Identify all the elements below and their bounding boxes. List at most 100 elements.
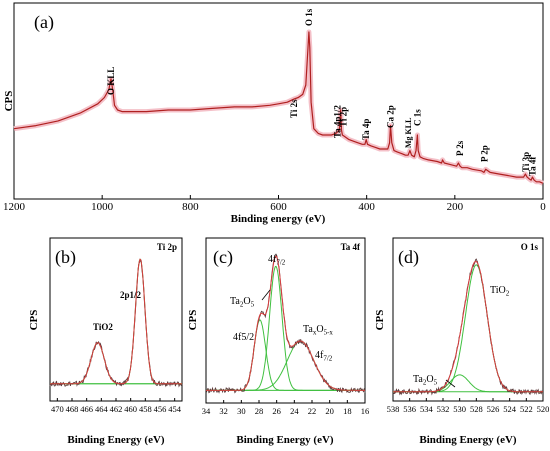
peak-label-a: P 2s xyxy=(455,140,465,156)
panel-label-d: (d) xyxy=(398,247,419,268)
fit-envelope xyxy=(206,255,365,391)
panel-title-d: O 1s xyxy=(521,242,539,252)
x-tick-label: 16 xyxy=(361,406,370,416)
x-tick-label: 520 xyxy=(537,404,550,414)
x-tick-label: 30 xyxy=(237,406,246,416)
x-tick-label: 460 xyxy=(124,404,137,414)
x-tick-label: 26 xyxy=(272,406,281,416)
label-tio2-d: TiO2 xyxy=(490,285,510,298)
x-tick-label: 534 xyxy=(420,404,434,414)
x-tick-label: 32 xyxy=(219,406,228,416)
fit-envelope xyxy=(50,258,182,385)
x-tick-label: 466 xyxy=(80,404,93,414)
panel-label-b: (b) xyxy=(55,247,76,268)
panel-title-c: Ta 4f xyxy=(341,242,361,252)
x-tick-label: 22 xyxy=(308,406,317,416)
peak-label-a: Ta 4f xyxy=(527,156,537,176)
ylabel-b: CPS xyxy=(28,310,40,331)
fit-component xyxy=(206,340,365,391)
x-tick-label: 468 xyxy=(66,404,79,414)
survey-noise-band xyxy=(13,29,544,186)
x-tick-label-a: 1200 xyxy=(3,201,26,213)
xlabel-d: Binding Energy (eV) xyxy=(419,434,517,446)
panel-d: (d) O 1s 538 536 534 532 530 528 526 524 522 520 … xyxy=(374,237,550,446)
fit-envelope xyxy=(393,260,543,393)
peak-label-a: Mg KLL xyxy=(404,118,413,148)
x-tick-label: 522 xyxy=(520,404,533,414)
x-ticks-d: 538 536 534 532 530 528 526 524 522 520 xyxy=(387,398,550,414)
label-4f72-top: 4f7/2 xyxy=(268,254,286,267)
x-tick-label: 462 xyxy=(110,404,123,414)
curves-d xyxy=(392,258,543,396)
x-tick-label: 526 xyxy=(487,404,500,414)
peak-label-a: C 1s xyxy=(412,109,422,126)
plot-frame-c xyxy=(205,237,366,404)
curves-c xyxy=(205,253,366,394)
label-tio2-b: TiO2 xyxy=(93,322,113,332)
ylabel-c: CPS xyxy=(187,310,199,331)
fit-component xyxy=(50,258,182,385)
peak-annotations-a: O KLL Ti 2s O 1s Ta 4p1/2Ti 2p Ta 4p Ca 2p Mg … xyxy=(106,8,537,176)
x-ticks-a: 1200 1000 800 600 400 200 0 xyxy=(3,195,546,213)
label-2p12: 2p1/2 xyxy=(120,290,142,300)
label-ta2o5-d: Ta2O5 xyxy=(413,374,438,387)
x-ticks-c: 34 32 30 28 26 24 22 20 18 16 xyxy=(202,400,370,416)
ylabel-a: CPS xyxy=(3,91,15,112)
x-tick-label: 18 xyxy=(343,406,352,416)
x-tick-label-a: 800 xyxy=(182,201,199,213)
x-tick-label: 524 xyxy=(503,404,517,414)
peak-label-a: Ti 2s xyxy=(289,99,299,118)
label-4f52: 4f5/2 xyxy=(233,332,254,343)
x-tick-label: 528 xyxy=(470,404,483,414)
x-tick-label: 456 xyxy=(154,404,167,414)
x-tick-label: 458 xyxy=(139,404,152,414)
x-tick-label-a: 600 xyxy=(270,201,287,213)
x-tick-label: 470 xyxy=(51,404,64,414)
ylabel-d: CPS xyxy=(374,310,386,331)
xlabel-a: Binding energy (eV) xyxy=(231,213,326,225)
x-tick-label-a: 400 xyxy=(358,201,375,213)
x-tick-label: 532 xyxy=(437,404,450,414)
x-tick-label-a: 200 xyxy=(447,201,464,213)
label-taxo5x: TaxO5-x xyxy=(303,324,333,337)
x-tick-label: 24 xyxy=(290,406,299,416)
panel-label-c: (c) xyxy=(213,247,233,268)
leader-line xyxy=(445,379,456,388)
x-ticks-b: 470 468 466 464 462 460 458 456 454 xyxy=(51,398,182,414)
survey-band xyxy=(13,29,544,186)
curves-b xyxy=(49,258,183,388)
x-tick-label: 464 xyxy=(95,404,109,414)
panel-a: (a) 1200 1000 800 600 400 200 0 O KLL Ti 2s O 1s… xyxy=(3,2,546,225)
leader-line xyxy=(261,289,271,301)
x-tick-label: 530 xyxy=(453,404,466,414)
panel-label-a: (a) xyxy=(34,12,54,33)
fit-component xyxy=(50,342,182,385)
peak-label-a: Ti 3p xyxy=(521,152,531,172)
x-tick-label: 536 xyxy=(403,404,416,414)
survey-line xyxy=(13,31,544,184)
raw-spectrum xyxy=(49,259,183,388)
x-tick-label: 34 xyxy=(202,406,211,416)
panel-b: (b) Ti 2p 470 468 466 464 462 460 458 456 454 2p… xyxy=(28,237,183,446)
panel-title-b: Ti 2p xyxy=(157,242,177,252)
peak-label-a: O 1s xyxy=(304,8,314,26)
peak-label-a: P 2p xyxy=(479,145,489,162)
xlabel-c: Binding Energy (eV) xyxy=(236,434,334,446)
label-4f72-right: 4f7/2 xyxy=(315,350,333,363)
peak-label-a: Ca 2p xyxy=(386,105,396,128)
raw-spectrum xyxy=(205,253,366,394)
peak-label-a: Ta 4p1/2 xyxy=(333,105,343,138)
x-tick-label-a: 0 xyxy=(540,201,546,213)
xlabel-b: Binding Energy (eV) xyxy=(67,434,165,446)
plot-frame-d xyxy=(392,237,544,402)
peak-label-a: Ti 2p xyxy=(338,107,348,127)
peak-label-a: O KLL xyxy=(106,67,116,95)
x-tick-label: 28 xyxy=(255,406,264,416)
x-tick-label: 538 xyxy=(387,404,400,414)
x-tick-label: 20 xyxy=(325,406,334,416)
x-tick-label: 454 xyxy=(168,404,182,414)
survey-spectrum xyxy=(13,31,544,184)
x-tick-label-a: 1000 xyxy=(91,201,114,213)
peak-label-a: Ta 4p xyxy=(361,119,371,140)
